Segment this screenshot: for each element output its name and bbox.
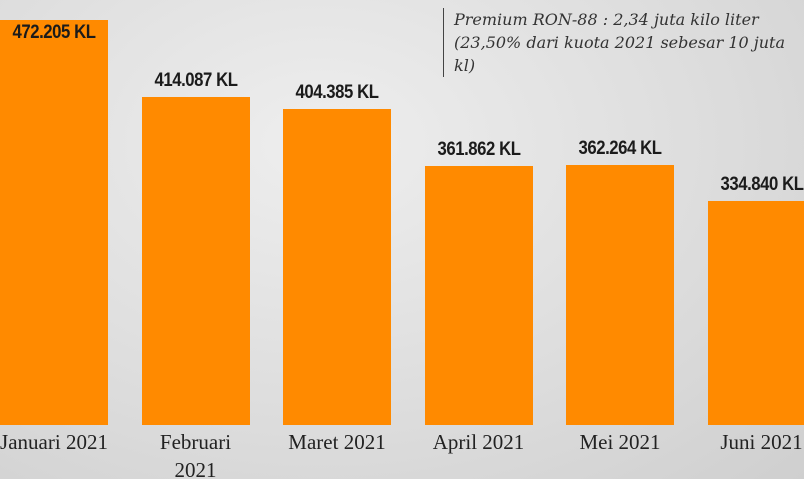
bar (707, 201, 804, 425)
data-label: 404.385 KL (295, 82, 379, 104)
bar (141, 96, 250, 425)
data-label: 472.205 KL (12, 22, 96, 43)
x-tick-label: Juni 2021 (720, 430, 803, 454)
data-label: 361.862 KL (437, 138, 520, 160)
bar (566, 165, 674, 425)
annotation: Premium RON-88 : 2,34 juta kilo liter (2… (443, 8, 804, 77)
bar (283, 109, 391, 425)
data-label: 414.087 KL (154, 69, 237, 91)
bar (0, 20, 108, 425)
data-label: 334.840 KL (720, 174, 803, 196)
x-tick-label: April 2021 (432, 430, 525, 454)
bar (424, 165, 533, 425)
data-label: 362.264 KL (578, 138, 662, 160)
x-tick-label: Februari 2021 (159, 430, 232, 479)
x-tick-label: Januari 2021 (0, 430, 108, 454)
x-tick-label: Mei 2021 (579, 430, 661, 454)
x-tick-label: Maret 2021 (288, 430, 386, 454)
